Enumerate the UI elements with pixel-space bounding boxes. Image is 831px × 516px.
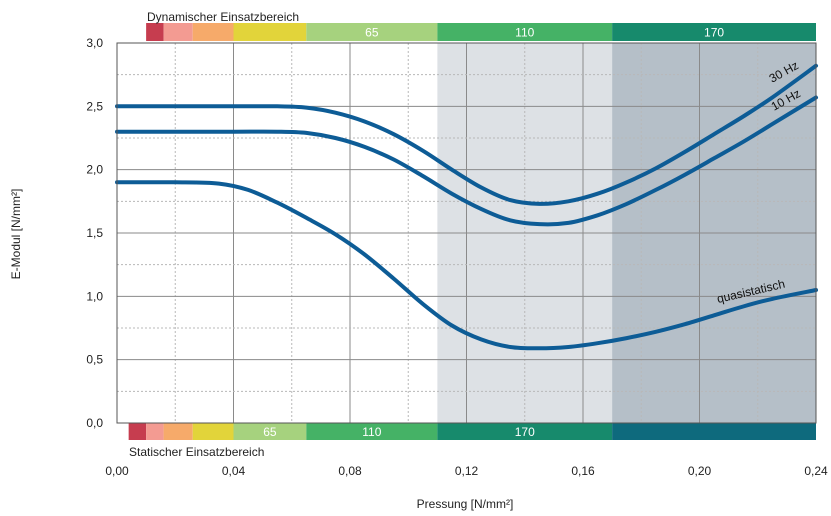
x-axis-title: Pressung [N/mm²]	[417, 497, 514, 511]
y-axis-title: E-Modul [N/mm²]	[9, 189, 23, 280]
dynamic-range-segment-5	[437, 23, 613, 41]
x-tick-label: 0,20	[688, 464, 712, 478]
static-range-segment-6	[437, 423, 613, 440]
series-line-10-hz	[115, 95, 818, 227]
series-line-30-hz	[115, 63, 818, 206]
static-range-segment-label: 170	[515, 425, 535, 439]
series-lines	[115, 63, 818, 351]
dynamic-range-label: Dynamischer Einsatzbereich	[147, 10, 299, 24]
x-tick-label: 0,16	[571, 464, 595, 478]
tick-labels: 0,00 0,04 0,08 0,12 0,16 0,20 0,24 0,0 0,5 1,0 1,5…	[86, 36, 828, 478]
plot-frame	[116, 42, 817, 424]
static-range-segment-3	[192, 423, 234, 440]
static-range-segment-label: 65	[263, 425, 277, 439]
x-tick-label: 0,12	[455, 464, 479, 478]
dynamic-range-segment-6	[612, 23, 816, 41]
static-range-segment-0	[128, 423, 147, 440]
x-tick-label: 0,00	[105, 464, 129, 478]
y-tick-label: 1,5	[86, 226, 103, 240]
y-tick-label: 2,0	[86, 163, 103, 177]
range-bands: 65 110 170 65 110 170	[128, 23, 816, 440]
static-range-segment-5	[306, 423, 438, 440]
dynamic-range-segment-2	[192, 23, 234, 41]
static-range-segment-1	[146, 423, 164, 440]
dynamic-range-segment-4	[306, 23, 438, 41]
dynamic-range-segment-1	[163, 23, 193, 41]
y-tick-label: 1,0	[86, 289, 103, 303]
dynamic-range-segment-label: 110	[515, 26, 534, 40]
dynamic-range-segment-label: 65	[365, 26, 379, 40]
dynamic-range-segment-0	[146, 23, 164, 41]
x-tick-label: 0,24	[804, 464, 828, 478]
static-range-segment-2	[163, 423, 193, 440]
y-tick-label: 2,5	[86, 99, 103, 113]
y-tick-label: 0,5	[86, 353, 103, 367]
x-tick-label: 0,04	[222, 464, 246, 478]
y-tick-label: 3,0	[86, 36, 103, 50]
y-tick-label: 0,0	[86, 416, 103, 430]
static-range-segment-4	[233, 423, 307, 440]
static-range-segment-7	[612, 423, 816, 440]
dynamic-range-segment-3	[233, 23, 307, 41]
dynamic-range-segment-label: 170	[704, 26, 724, 40]
x-tick-label: 0,08	[338, 464, 362, 478]
static-range-label: Statischer Einsatzbereich	[129, 445, 264, 459]
series-line-quasistatisch	[115, 180, 818, 351]
static-range-segment-label: 110	[362, 425, 381, 439]
